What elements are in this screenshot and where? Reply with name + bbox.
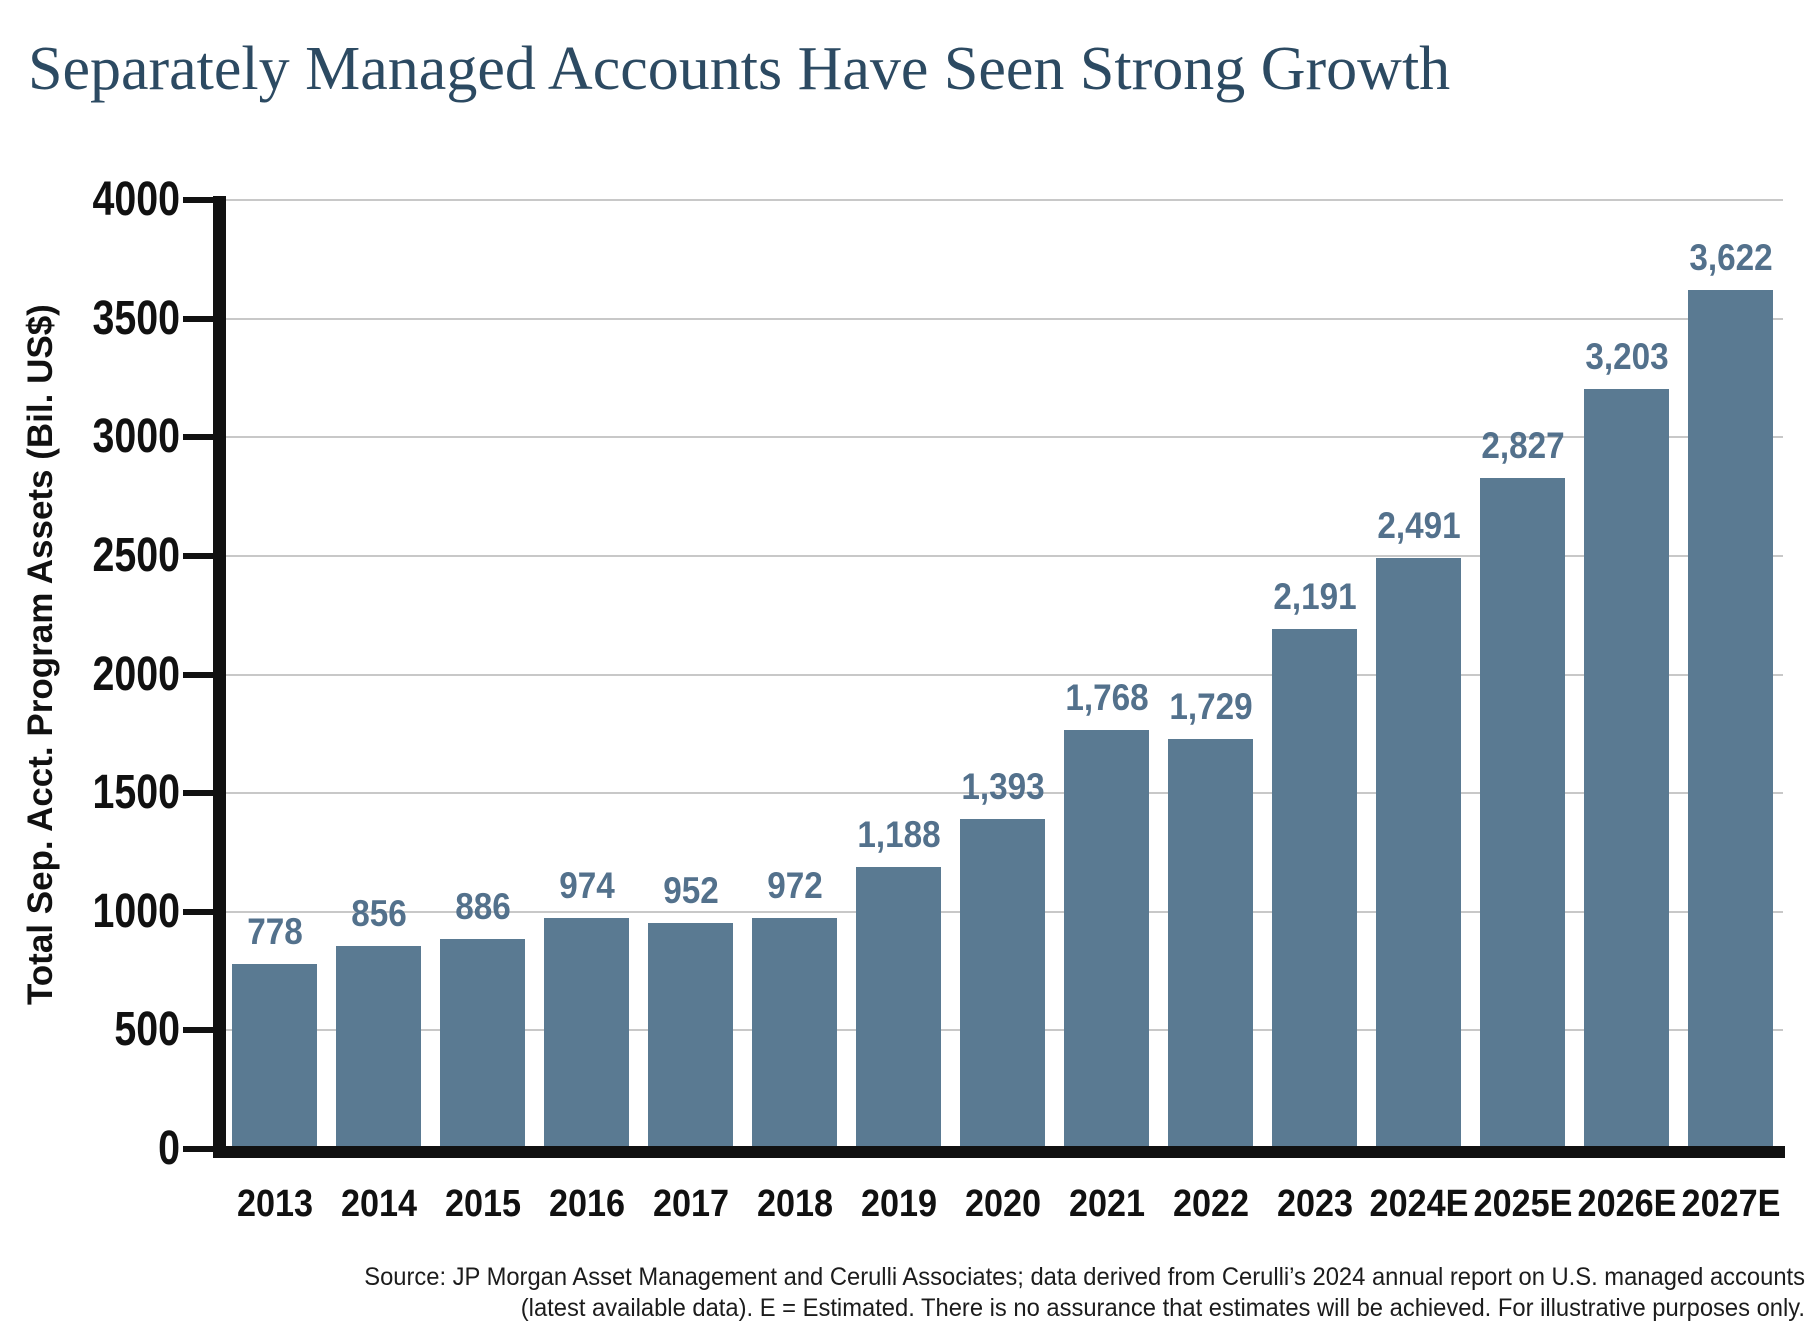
y-tick-1500 (183, 790, 213, 797)
bar-value-label-2014: 856 (350, 892, 407, 934)
x-tick-label-2026E: 2026E (1577, 1183, 1676, 1225)
gridline-3500 (226, 317, 1783, 320)
x-tick-label-2023: 2023 (1276, 1183, 1353, 1225)
bar-2020 (960, 818, 1045, 1149)
gridline-2000 (226, 673, 1783, 676)
bar-2017 (648, 923, 733, 1149)
y-tick-label-3500: 3500 (92, 291, 180, 345)
bar-value-label-2023: 2,191 (1272, 576, 1357, 618)
y-tick-label-0: 0 (158, 1122, 180, 1175)
x-tick-label-2015: 2015 (444, 1183, 521, 1225)
bar-2025E (1480, 478, 1565, 1149)
bar-2018 (752, 918, 837, 1149)
gridline-2500 (226, 554, 1783, 557)
y-tick-label-4000: 4000 (92, 173, 180, 226)
x-tick-label-2014: 2014 (340, 1183, 417, 1225)
bar-2026E (1584, 389, 1669, 1149)
bar-value-label-2016: 974 (558, 864, 615, 906)
plot-area: 778 856 886 974 952 972 1,188 1,393 1,768 1,729 2,… (226, 199, 1783, 1149)
x-tick-label-2020: 2020 (964, 1183, 1041, 1225)
bar-2022 (1168, 738, 1253, 1149)
gridline-1500 (226, 792, 1783, 795)
bar-value-label-2018: 972 (766, 865, 823, 907)
y-tick-label-500: 500 (114, 1003, 180, 1057)
gridline-3000 (226, 436, 1783, 439)
y-tick-1000 (183, 908, 213, 915)
x-tick-label-2024E: 2024E (1369, 1183, 1468, 1225)
y-tick-4000 (183, 197, 213, 203)
bar-2016 (544, 917, 629, 1149)
x-tick-label-2017: 2017 (652, 1183, 729, 1225)
y-tick-500 (183, 1027, 213, 1034)
bar-value-label-2017: 952 (662, 870, 719, 912)
bar-2027E (1688, 289, 1773, 1149)
x-tick-label-2013: 2013 (236, 1183, 313, 1225)
bar-2015 (440, 938, 525, 1149)
y-tick-label-1500: 1500 (92, 766, 180, 820)
bar-2023 (1272, 629, 1357, 1149)
y-tick-label-1000: 1000 (92, 884, 180, 938)
chart-title: Separately Managed Accounts Have Seen St… (28, 35, 1451, 103)
bar-value-label-2027E: 3,622 (1688, 236, 1773, 278)
bar-2014 (336, 945, 421, 1149)
x-tick-label-2021: 2021 (1068, 1183, 1145, 1225)
y-tick-2500 (183, 552, 213, 559)
y-tick-label-3000: 3000 (92, 410, 180, 464)
y-axis-line (213, 196, 226, 1158)
y-tick-label-2000: 2000 (92, 647, 180, 701)
x-tick-label-2027E: 2027E (1681, 1183, 1780, 1225)
bar-value-label-2024E: 2,491 (1376, 505, 1461, 547)
bar-2021 (1064, 729, 1149, 1149)
bar-value-label-2015: 886 (454, 885, 511, 927)
y-tick-3500 (183, 315, 213, 322)
bar-value-label-2025E: 2,827 (1480, 425, 1565, 467)
bar-value-label-2026E: 3,203 (1584, 336, 1669, 378)
y-tick-3000 (183, 434, 213, 441)
bar-value-label-2019: 1,188 (856, 814, 941, 856)
x-tick-label-2022: 2022 (1172, 1183, 1249, 1225)
gridline-4000 (226, 199, 1783, 201)
bar-2024E (1376, 558, 1461, 1149)
x-tick-label-2019: 2019 (860, 1183, 937, 1225)
bar-value-label-2020: 1,393 (960, 765, 1045, 807)
source-line-2: (latest available data). E = Estimated. … (520, 1294, 1805, 1322)
source-note: Source: JP Morgan Asset Management and C… (190, 1262, 1805, 1324)
y-tick-label-2500: 2500 (92, 528, 180, 582)
x-tick-label-2018: 2018 (756, 1183, 833, 1225)
x-tick-label-2016: 2016 (548, 1183, 625, 1225)
x-axis-line (213, 1146, 1785, 1158)
source-line-1: Source: JP Morgan Asset Management and C… (364, 1263, 1805, 1291)
bar-value-label-2022: 1,729 (1168, 685, 1253, 727)
x-tick-label-2025E: 2025E (1473, 1183, 1572, 1225)
bar-2019 (856, 867, 941, 1149)
y-tick-0 (183, 1146, 213, 1152)
bar-2013 (232, 964, 317, 1149)
bar-value-label-2021: 1,768 (1064, 676, 1149, 718)
y-tick-2000 (183, 671, 213, 678)
bar-value-label-2013: 778 (246, 911, 303, 953)
